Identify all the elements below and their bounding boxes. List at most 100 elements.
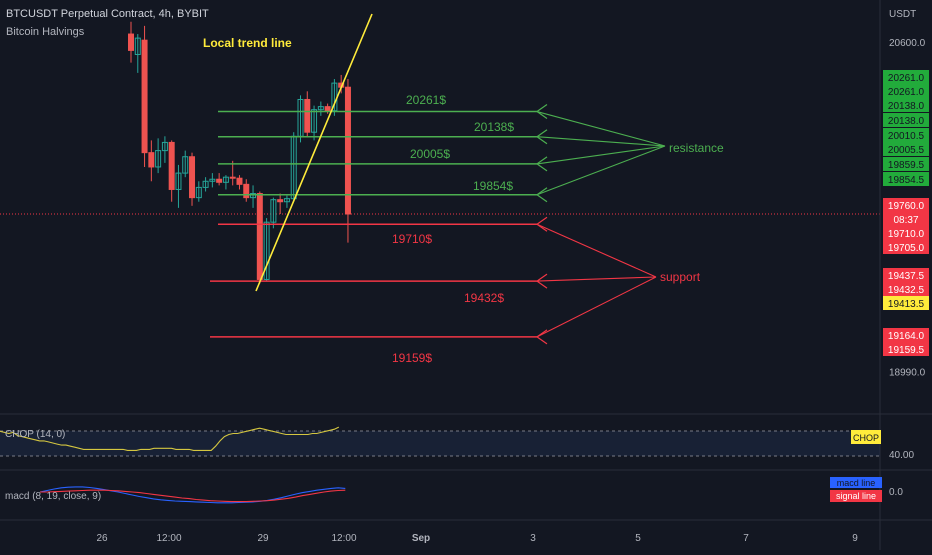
candle-body <box>277 199 284 203</box>
price-badge: 19854.5 <box>888 175 925 186</box>
price-badge: 20261.0 <box>888 87 925 98</box>
trendline-group[interactable]: Local trend line <box>203 13 373 292</box>
support-level-label: 19432$ <box>464 291 504 305</box>
time-axis[interactable]: 26 12:00 29 12:00 Sep 3 5 7 9 <box>96 533 858 544</box>
price-badge-bg <box>883 84 929 98</box>
candle-body <box>344 86 351 215</box>
price-badge: 20138.0 <box>888 101 925 112</box>
support-level-label: 19710$ <box>392 232 432 246</box>
levels[interactable]: 20261$ 20138$ 20005$ 19854$ 19710$ 19432$ 1915… <box>210 93 666 365</box>
resistance-arrow-head <box>535 156 548 172</box>
price-badge-bg <box>883 198 929 212</box>
support-callout-line <box>536 223 657 278</box>
price-badge: 19859.5 <box>888 160 925 171</box>
price-badge-bg <box>883 268 929 282</box>
candle-body <box>311 109 318 133</box>
price-badge: 19760.0 <box>888 201 925 212</box>
macd-axis-label: 0.0 <box>889 487 903 498</box>
time-tick-label: Sep <box>412 533 430 544</box>
time-tick-label: 7 <box>743 533 749 544</box>
macd-pane[interactable]: macd (8, 19, close, 9) macd line signal … <box>5 477 903 504</box>
candles <box>128 21 351 284</box>
candle-body <box>243 183 250 199</box>
price-badge-bg <box>883 328 929 342</box>
price-tick-label: 18990.0 <box>889 367 926 378</box>
candle-body <box>161 141 168 152</box>
macd-label[interactable]: macd (8, 19, close, 9) <box>5 491 101 502</box>
price-badges: 20261.0 20261.0 20138.0 20138.0 20010.5 20005… <box>883 70 929 356</box>
support-callout-line <box>536 276 657 338</box>
price-badge-bg <box>883 240 929 254</box>
candle-body <box>209 178 216 182</box>
support-callout: support <box>660 270 701 284</box>
resistance-callout: resistance <box>669 141 724 155</box>
candle-body <box>270 199 277 223</box>
macd-line <box>39 486 346 504</box>
support-level-label: 19159$ <box>392 351 432 365</box>
price-badge-bg <box>883 282 929 296</box>
price-badge-bg <box>883 296 929 310</box>
candle-body <box>263 221 270 280</box>
time-tick-label: 12:00 <box>156 533 181 544</box>
time-tick-label: 26 <box>96 533 108 544</box>
price-badge-bg <box>883 226 929 240</box>
symbol-title[interactable]: BTCUSDT Perpetual Contract, 4h, BYBIT <box>6 8 209 20</box>
candle-body <box>250 193 257 199</box>
candle-body <box>189 156 196 199</box>
candle-body <box>134 37 141 55</box>
price-badge: 19710.0 <box>888 229 925 240</box>
resistance-level-label: 20138$ <box>474 120 514 134</box>
price-badge-bg <box>883 70 929 84</box>
chop-badge: CHOP <box>853 433 879 443</box>
price-badge: 19164.0 <box>888 331 925 342</box>
signal-legend-bg <box>830 490 882 502</box>
candle-body <box>324 106 331 112</box>
candle-body <box>175 172 182 190</box>
candle-body <box>236 177 243 185</box>
candle-body <box>182 156 189 174</box>
trendline-label: Local trend line <box>203 36 292 50</box>
price-badge: 08:37 <box>893 215 918 226</box>
support-arrow-head <box>535 329 548 345</box>
candle-body <box>216 178 223 183</box>
resistance-level-label: 19854$ <box>473 179 513 193</box>
time-tick-label: 5 <box>635 533 641 544</box>
candle-body <box>155 150 162 168</box>
price-badge: 20005.5 <box>888 145 925 156</box>
time-tick-label: 3 <box>530 533 536 544</box>
candle-body <box>141 39 148 154</box>
resistance-callout-line <box>536 145 666 196</box>
price-badge-bg <box>883 342 929 356</box>
price-badge: 19705.0 <box>888 243 925 254</box>
chop-pane[interactable]: CHOP (14, 0) CHOP 40.00 <box>0 426 914 461</box>
chop-label[interactable]: CHOP (14, 0) <box>5 429 65 440</box>
price-badge-bg <box>883 157 929 171</box>
candle-body <box>317 106 324 111</box>
resistance-callout-line <box>536 145 666 165</box>
macd-legend: macd line <box>837 478 876 488</box>
chop-band <box>0 431 880 456</box>
callouts[interactable]: resistance support <box>660 141 724 284</box>
signal-line <box>40 489 346 503</box>
support-callout-line <box>536 276 657 282</box>
price-badge-bg <box>883 113 929 127</box>
indicator-label[interactable]: Bitcoin Halvings <box>6 26 85 38</box>
currency-label[interactable]: USDT <box>889 9 916 20</box>
price-badge: 19437.5 <box>888 271 925 282</box>
resistance-callout-line <box>536 136 666 147</box>
price-badge-bg <box>883 212 929 226</box>
price-badge-bg <box>883 128 929 142</box>
chop-badge-bg <box>851 430 881 444</box>
candle-body <box>283 198 290 203</box>
candle-body <box>168 141 175 190</box>
candle-body <box>222 176 229 183</box>
candle-body <box>128 33 134 51</box>
chop-axis-label: 40.00 <box>889 450 914 461</box>
price-badge: 20261.0 <box>888 73 925 84</box>
macd-legend-bg <box>830 477 882 488</box>
trendline[interactable] <box>255 13 373 292</box>
price-badge-bg <box>883 142 929 156</box>
